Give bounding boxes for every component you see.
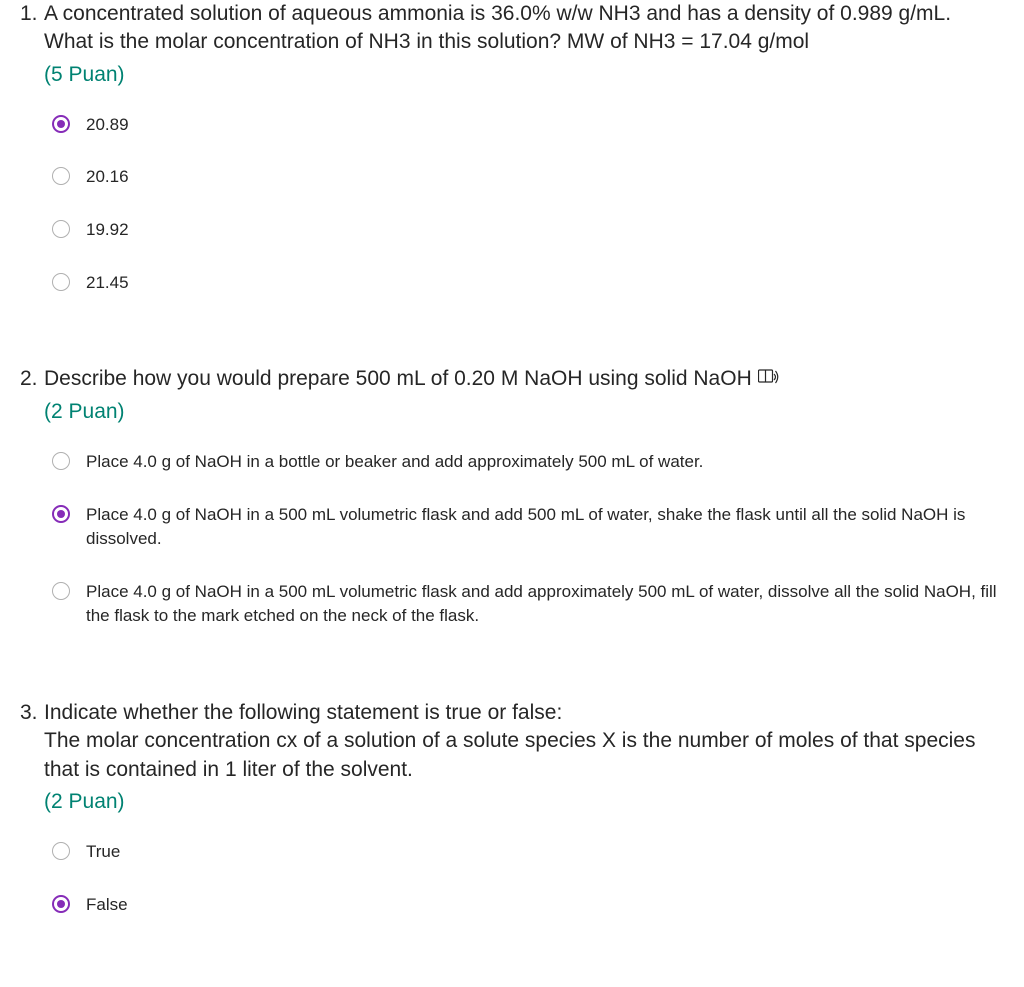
option-row[interactable]: 20.89 — [52, 113, 1004, 138]
option-label: 20.16 — [86, 165, 1004, 190]
question-text-line: Describe how you would prepare 500 mL of… — [44, 367, 752, 390]
option-label: True — [86, 840, 1004, 865]
radio-button[interactable] — [52, 273, 70, 291]
radio-button[interactable] — [52, 220, 70, 238]
question-text-line: A concentrated solution of aqueous ammon… — [44, 2, 951, 53]
question-text: A concentrated solution of aqueous ammon… — [44, 0, 1004, 57]
question-header: 3.Indicate whether the following stateme… — [20, 699, 1004, 784]
radio-button[interactable] — [52, 115, 70, 133]
option-row[interactable]: 19.92 — [52, 218, 1004, 243]
option-row[interactable]: Place 4.0 g of NaOH in a bottle or beake… — [52, 450, 1004, 475]
option-row[interactable]: 21.45 — [52, 271, 1004, 296]
question-points: (2 Puan) — [44, 790, 1004, 814]
options-group: Place 4.0 g of NaOH in a bottle or beake… — [52, 450, 1004, 629]
question-number: 1. — [20, 0, 44, 28]
question-points: (5 Puan) — [44, 63, 1004, 87]
quiz-root: 1.A concentrated solution of aqueous amm… — [0, 0, 1024, 917]
option-label: False — [86, 893, 1004, 918]
option-label: 19.92 — [86, 218, 1004, 243]
radio-button[interactable] — [52, 452, 70, 470]
question-text: Indicate whether the following statement… — [44, 699, 1004, 784]
options-group: True False — [52, 840, 1004, 917]
radio-button[interactable] — [52, 582, 70, 600]
option-label: 20.89 — [86, 113, 1004, 138]
option-label: Place 4.0 g of NaOH in a 500 mL volumetr… — [86, 580, 1004, 629]
question-block: 2.Describe how you would prepare 500 mL … — [0, 365, 1024, 629]
radio-button[interactable] — [52, 842, 70, 860]
option-row[interactable]: 20.16 — [52, 165, 1004, 190]
question-block: 1.A concentrated solution of aqueous amm… — [0, 0, 1024, 295]
question-points: (2 Puan) — [44, 400, 1004, 424]
option-row[interactable]: Place 4.0 g of NaOH in a 500 mL volumetr… — [52, 580, 1004, 629]
option-label: 21.45 — [86, 271, 1004, 296]
radio-button[interactable] — [52, 505, 70, 523]
radio-button[interactable] — [52, 895, 70, 913]
question-header: 1.A concentrated solution of aqueous amm… — [20, 0, 1004, 57]
question-text: Describe how you would prepare 500 mL of… — [44, 365, 1004, 394]
option-row[interactable]: True — [52, 840, 1004, 865]
question-number: 3. — [20, 699, 44, 727]
option-row[interactable]: Place 4.0 g of NaOH in a 500 mL volumetr… — [52, 503, 1004, 552]
options-group: 20.89 20.16 19.92 21.45 — [52, 113, 1004, 296]
option-row[interactable]: False — [52, 893, 1004, 918]
question-number: 2. — [20, 365, 44, 393]
question-text-line: Indicate whether the following statement… — [44, 701, 562, 724]
option-label: Place 4.0 g of NaOH in a 500 mL volumetr… — [86, 503, 1004, 552]
option-label: Place 4.0 g of NaOH in a bottle or beake… — [86, 450, 1004, 475]
question-block: 3.Indicate whether the following stateme… — [0, 699, 1024, 917]
question-header: 2.Describe how you would prepare 500 mL … — [20, 365, 1004, 394]
radio-button[interactable] — [52, 167, 70, 185]
question-text-line: The molar concentration cx of a solution… — [44, 729, 976, 780]
immersive-reader-icon[interactable] — [758, 366, 780, 394]
